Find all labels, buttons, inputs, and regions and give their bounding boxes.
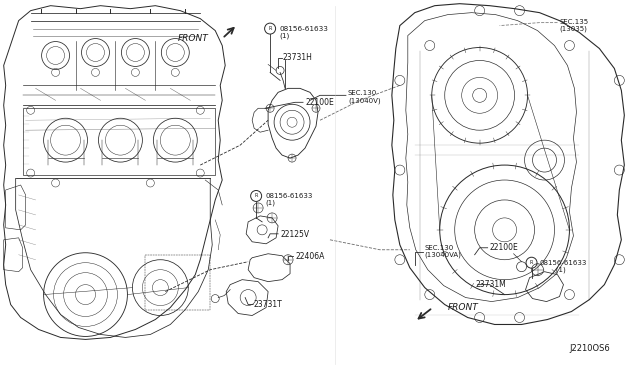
Text: SEC.135
(13035): SEC.135 (13035) [559,19,589,32]
Text: 23731M: 23731M [476,280,506,289]
Text: 23731H: 23731H [282,52,312,61]
Text: 08156-61633
(1): 08156-61633 (1) [265,193,312,206]
Text: 22100E: 22100E [490,243,518,252]
Text: FRONT: FRONT [448,303,479,312]
Text: FRONT: FRONT [177,34,208,43]
Text: R: R [255,193,258,199]
Text: 22406A: 22406A [295,252,324,261]
Text: SEC.130
(13040VA): SEC.130 (13040VA) [425,245,461,258]
Text: 22125V: 22125V [280,230,309,239]
Text: R: R [530,260,533,265]
Text: 08156-61633
(1): 08156-61633 (1) [279,26,328,39]
Text: 22100E: 22100E [305,98,334,108]
Text: 08156-61633
       (1): 08156-61633 (1) [540,260,587,273]
Text: 23731T: 23731T [253,299,282,309]
Text: R: R [268,26,272,31]
Text: SEC.130
(13040V): SEC.130 (13040V) [348,90,381,104]
Text: J2210OS6: J2210OS6 [570,344,610,353]
